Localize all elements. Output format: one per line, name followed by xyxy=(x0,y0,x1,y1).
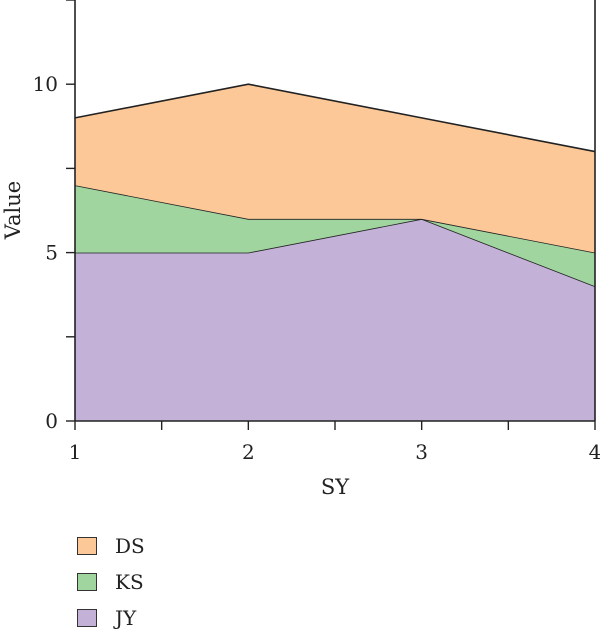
legend-label: JY xyxy=(115,606,137,630)
x-tick-label: 4 xyxy=(589,440,600,464)
x-axis-label: SY xyxy=(321,475,350,499)
area-jy xyxy=(75,218,595,421)
x-tick-label: 2 xyxy=(242,440,255,464)
tick-labels: 0 5 10 1 2 3 4 xyxy=(33,72,600,464)
legend-swatch xyxy=(77,537,97,555)
y-axis-label: Value xyxy=(1,181,25,240)
legend: DS KS JY xyxy=(77,528,145,636)
legend-swatch xyxy=(77,573,97,591)
area-layers xyxy=(74,83,596,421)
legend-label: KS xyxy=(115,570,144,594)
x-tick-label: 1 xyxy=(69,440,82,464)
stacked-area-chart: 0 5 10 1 2 3 4 SY Value xyxy=(1,0,600,499)
y-tick-label: 0 xyxy=(45,409,58,433)
y-tick-label: 10 xyxy=(33,72,58,96)
legend-label: DS xyxy=(115,534,145,558)
legend-swatch xyxy=(77,609,97,627)
legend-item-ds: DS xyxy=(77,528,145,564)
area-edge-ds xyxy=(74,83,596,153)
legend-item-ks: KS xyxy=(77,564,145,600)
legend-item-jy: JY xyxy=(77,600,145,636)
y-tick-label: 5 xyxy=(45,241,58,265)
x-tick-label: 3 xyxy=(415,440,428,464)
tick-marks xyxy=(66,0,596,430)
